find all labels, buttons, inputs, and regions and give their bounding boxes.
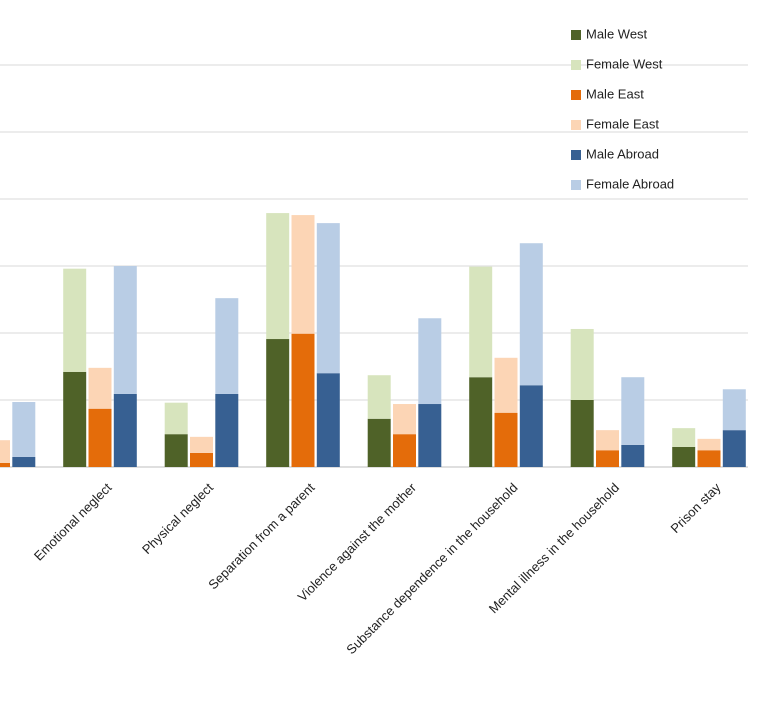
bar-segment <box>88 408 112 467</box>
bar-segment <box>266 339 290 467</box>
bar-segment <box>621 444 645 467</box>
legend-label: Male East <box>586 86 644 101</box>
bar-segment <box>621 377 645 445</box>
bar-segment <box>164 402 188 435</box>
bar-segment <box>190 452 213 467</box>
bar-segment <box>63 268 87 372</box>
bar-segment <box>316 373 340 467</box>
bar-segment <box>469 266 493 378</box>
bar-segment <box>63 371 87 467</box>
bar-segment <box>0 440 10 463</box>
bar-segment <box>215 393 239 467</box>
x-tick-label: Emotional neglect <box>31 480 115 564</box>
bar-segment <box>113 393 137 467</box>
bar-segment <box>672 428 696 447</box>
bar-segment <box>519 243 543 386</box>
bar-segment <box>12 456 36 467</box>
bar-segment <box>722 389 746 431</box>
legend-label: Male West <box>586 26 648 41</box>
bar-segment <box>12 402 36 457</box>
bar-segment <box>316 223 340 374</box>
bar-segment <box>570 328 594 400</box>
bar-segment <box>291 215 315 334</box>
x-tick-label: Violence against the mother <box>295 479 420 604</box>
bar-segment <box>266 213 290 340</box>
bar-segment <box>570 400 594 467</box>
bar-segment <box>418 404 442 467</box>
bar-segment <box>596 450 619 467</box>
legend-label: Female West <box>586 56 663 71</box>
bar-segment <box>113 266 137 394</box>
bar-segment <box>88 367 112 409</box>
bar-segment <box>393 404 416 435</box>
bar-segment <box>519 385 543 467</box>
legend-swatch <box>571 90 581 100</box>
legend-label: Female Abroad <box>586 176 674 191</box>
bar-segment <box>393 434 416 467</box>
x-tick-label: Physical neglect <box>139 480 216 557</box>
legend-swatch <box>571 180 581 190</box>
bar-segment <box>0 462 10 467</box>
bar-segment <box>215 298 239 394</box>
bar-segment <box>367 418 391 467</box>
bar-segment <box>722 430 746 467</box>
bar-segment <box>697 450 721 467</box>
bar-segment <box>367 375 391 419</box>
x-tick-label: Separation from a parent <box>205 480 318 593</box>
legend-swatch <box>571 120 581 130</box>
x-tick-label: Prison stay <box>667 480 723 536</box>
bar-segment <box>494 357 518 413</box>
bar-segment <box>494 412 518 467</box>
bar-segment <box>697 438 721 451</box>
legend-swatch <box>571 30 581 40</box>
legend-swatch <box>571 150 581 160</box>
bar-segment <box>190 436 213 453</box>
x-tick-label: Substance dependence in the household <box>343 480 520 657</box>
bar-segment <box>672 446 696 467</box>
legend-swatch <box>571 60 581 70</box>
bar-segment <box>164 434 188 467</box>
bar-segment <box>469 377 493 467</box>
bar-segment <box>596 430 619 451</box>
bar-segment <box>291 333 315 467</box>
legend-label: Male Abroad <box>586 146 659 161</box>
bar-segment <box>418 318 442 405</box>
legend-label: Female East <box>586 116 659 131</box>
